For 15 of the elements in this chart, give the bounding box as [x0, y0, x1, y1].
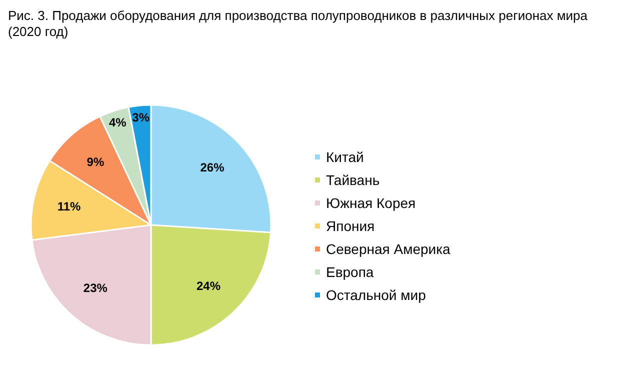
chart-title: Рис. 3. Продажи оборудования для производства полупроводников в различных регионах мира (2020 год): [8, 8, 589, 40]
legend-label: Тайвань: [326, 172, 380, 188]
legend-label: Южная Корея: [326, 195, 416, 211]
data-label: 3%: [132, 110, 150, 124]
legend-label: Китай: [326, 149, 364, 165]
legend-label: Европа: [326, 264, 374, 280]
data-label: 24%: [196, 279, 221, 294]
data-label: 26%: [200, 160, 225, 174]
data-label: 23%: [83, 281, 108, 296]
data-label: 4%: [108, 115, 127, 130]
legend-label: Остальной мир: [326, 287, 426, 303]
data-label: 11%: [57, 200, 82, 214]
legend-label: Северная Америка: [326, 241, 451, 257]
legend-label: Япония: [326, 218, 375, 234]
data-label: 9%: [86, 154, 104, 169]
